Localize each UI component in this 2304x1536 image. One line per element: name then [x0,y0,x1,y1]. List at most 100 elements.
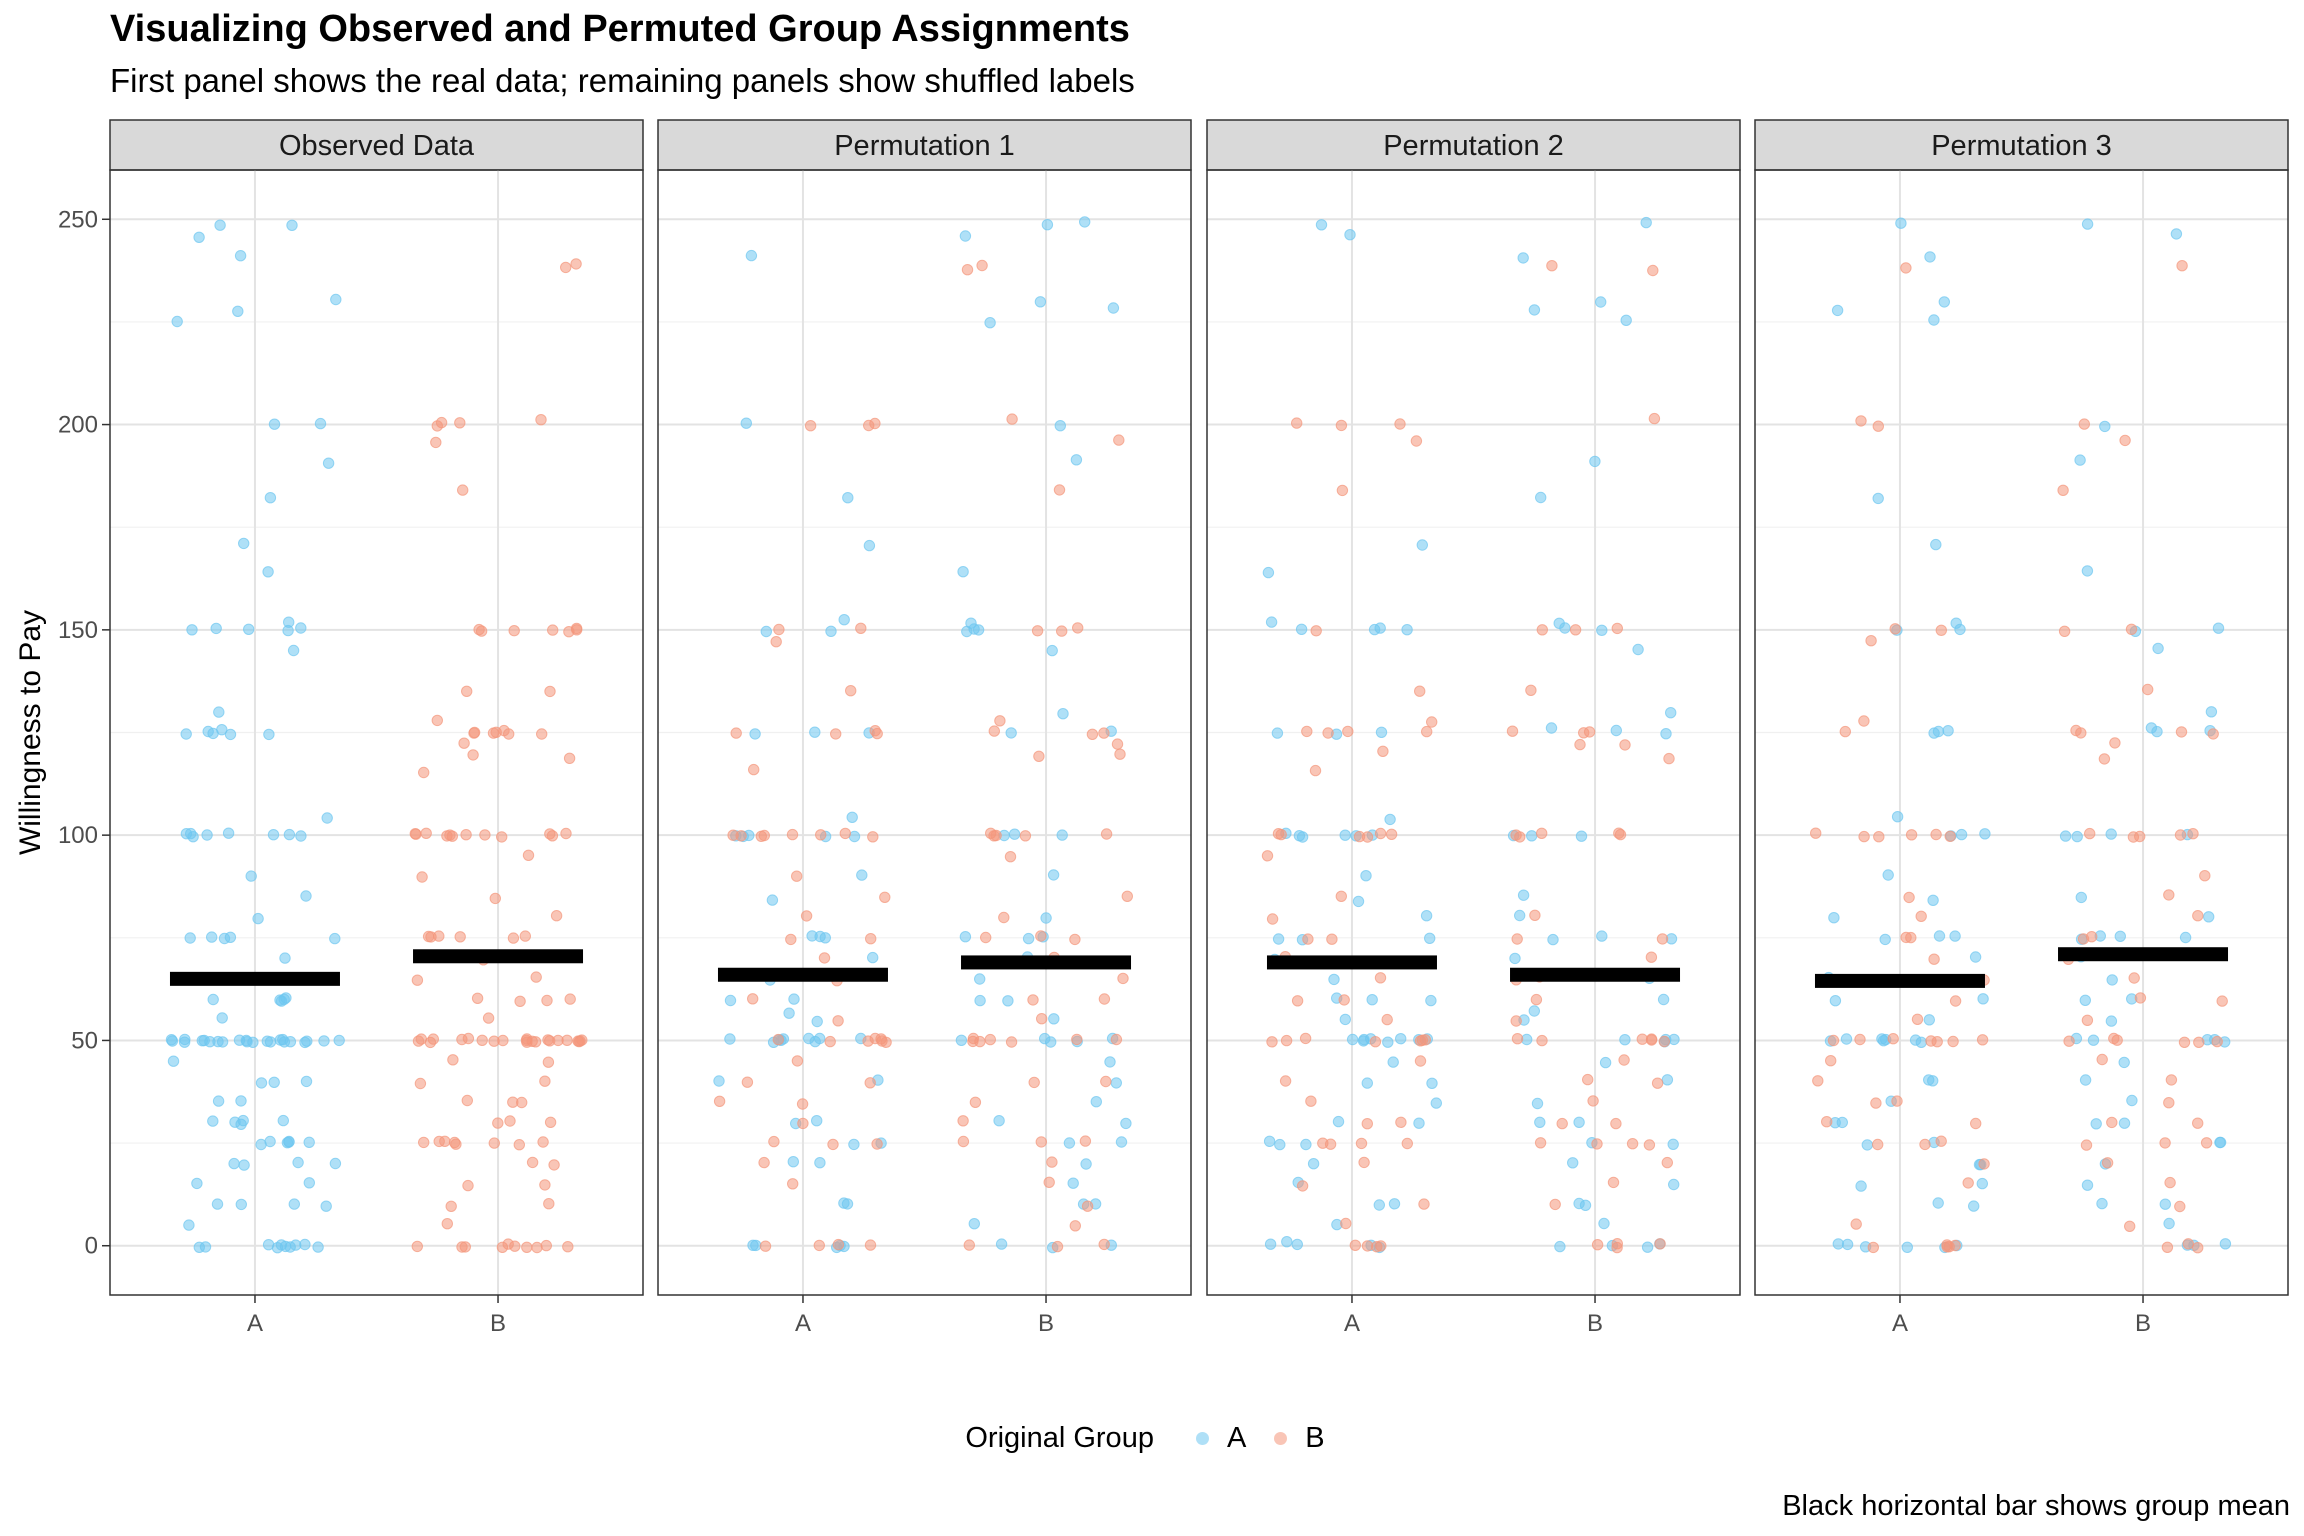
data-point-b [2161,1241,2174,1254]
data-point-a [1079,216,1091,228]
data-point-b [1536,624,1549,636]
data-point-b [1619,739,1631,751]
data-point-a [1416,539,1429,551]
data-point-b [497,1034,509,1047]
data-point-b [2084,827,2096,840]
data-point-b [519,930,531,942]
data-point-a [1595,296,1607,308]
data-point-a [1054,420,1067,432]
data-point-a [283,1136,295,1148]
data-point-b [514,995,526,1007]
data-point-b [2098,753,2111,765]
mean-bar-a [1814,973,1985,988]
data-point-b [1006,413,1018,425]
data-point-b [1905,829,1918,841]
data-point-a [1661,1074,1674,1086]
data-point-b [871,1138,883,1150]
y-tick-label: 100 [58,822,98,849]
data-point-b [1643,1139,1656,1151]
data-point-b [830,728,842,740]
data-point-a [1005,727,1017,739]
data-point-a [1357,1035,1370,1047]
data-point-b [1872,420,1885,432]
data-point-b [1529,909,1541,921]
data-point-a [300,890,312,902]
data-point-b [1394,418,1406,430]
data-point-a [300,1075,313,1088]
data-point-b [446,830,458,842]
data-point-a [2145,722,2158,734]
data-point-b [1305,1095,1317,1107]
data-point-b [1349,1239,1362,1252]
data-point-a [1640,216,1652,229]
data-point-b [425,931,437,943]
data-point-a [1332,1115,1345,1128]
data-point-a [1930,538,1942,551]
data-point-b [508,625,520,637]
data-point-b [1358,1156,1370,1169]
data-point-a [210,622,222,635]
data-point-b [1033,750,1045,762]
data-point-a [1430,1097,1443,1109]
data-point-a [787,1156,799,1168]
data-point-b [1098,1238,1110,1251]
data-point-a [235,1095,247,1107]
data-point-a [1534,1116,1546,1129]
data-point-a [1360,870,1372,882]
data-point-a [234,250,247,262]
data-point-a [842,492,854,504]
data-point-b [786,828,799,841]
data-point-b [957,1115,969,1127]
data-point-a [1047,869,1060,881]
data-point-b [845,685,857,697]
data-point-b [539,1179,551,1191]
data-point-b [1035,930,1047,942]
data-point-b [1414,685,1426,697]
data-point-b [411,974,424,986]
data-point-b [1377,745,1389,757]
y-tick-label: 50 [71,1027,98,1054]
data-point-a [243,623,255,635]
y-axis-title: Willingness to Pay [14,610,47,855]
data-point-b [2178,1036,2191,1049]
data-point-b [411,1240,423,1253]
data-point-b [2108,1032,2120,1045]
data-point-a [856,869,868,881]
data-point-a [740,417,752,429]
x-tick-label: A [795,1310,811,1337]
data-point-a [1067,1177,1079,1189]
data-point-b [730,727,742,739]
data-point-b [1867,1241,1880,1254]
data-point-a [1265,616,1278,628]
data-point-a [1517,889,1530,901]
data-point-b [1079,1135,1092,1147]
data-point-a [1272,933,1285,945]
data-point-a [1401,624,1413,636]
data-point-b [430,436,442,449]
data-point-a [1339,1013,1352,1026]
data-point-a [277,1114,289,1127]
data-point-a [185,827,197,840]
data-point-a [1413,1117,1425,1129]
data-point-a [1933,930,1946,942]
data-point-a [1660,728,1672,740]
data-point-b [561,1034,573,1047]
data-point-b [461,1094,473,1107]
data-point-b [1611,622,1624,635]
data-point-b [1549,1198,1561,1211]
data-point-b [1266,1036,1278,1048]
facet-panel: Permutation 2 A B [1206,119,1741,1337]
data-point-a [1425,994,1437,1007]
data-point-b [1976,1034,1989,1046]
data-point-b [796,1098,809,1110]
data-point-a [1828,912,1840,924]
data-point-b [1583,726,1596,738]
data-point-b [2058,625,2071,637]
data-point-b [1335,419,1348,432]
data-point-a [2170,228,2183,240]
data-point-a [1307,1158,1320,1170]
data-point-a [224,931,237,943]
data-point-b [450,1138,462,1150]
data-point-a [1923,1014,1936,1026]
y-tick-label: 150 [58,617,98,644]
